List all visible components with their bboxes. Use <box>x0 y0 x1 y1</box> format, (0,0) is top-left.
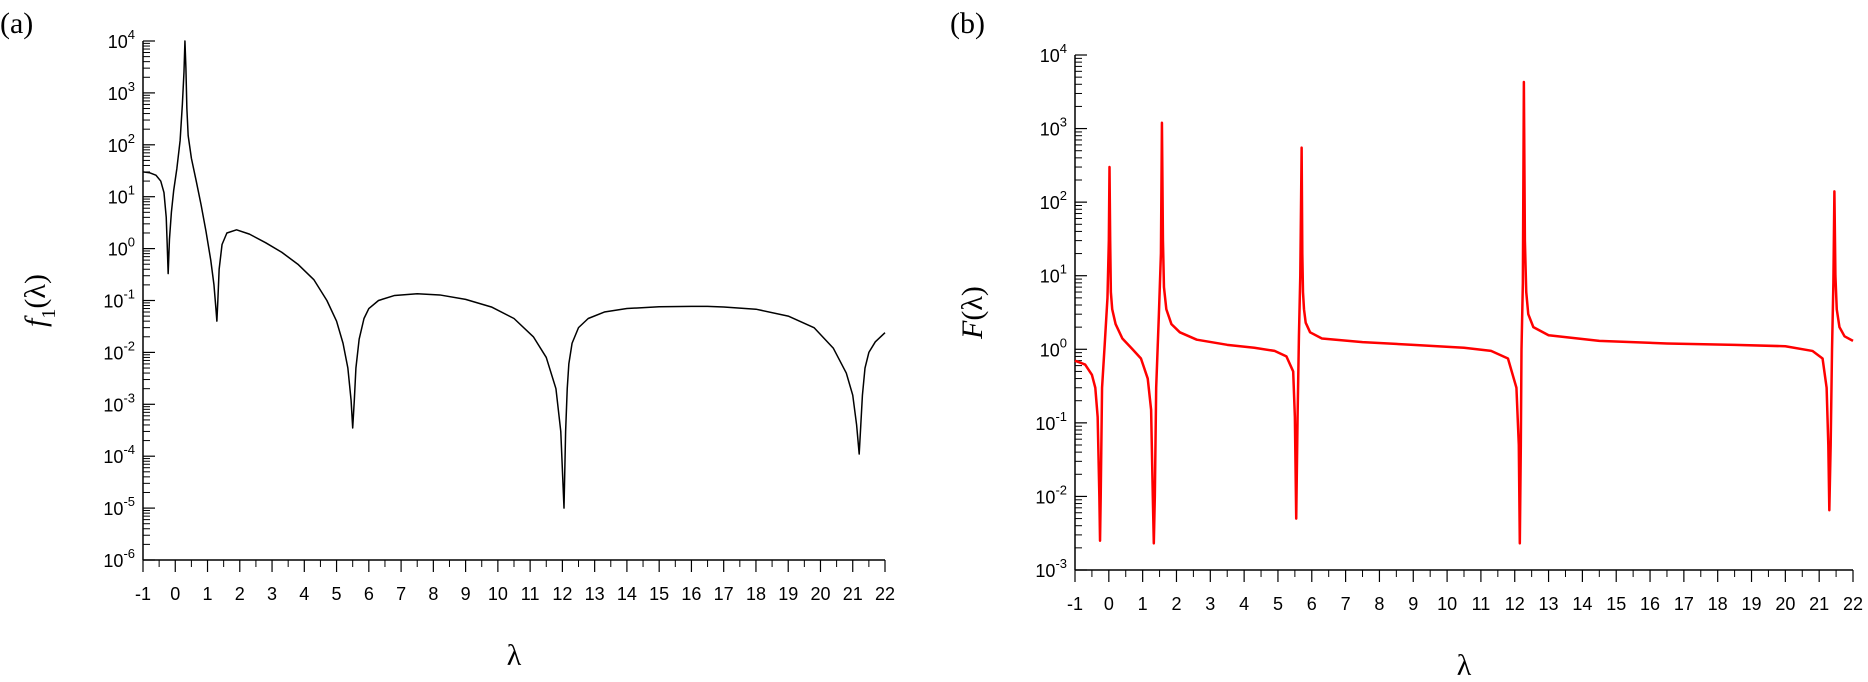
y-tick-label: 10-5 <box>103 494 135 519</box>
y-tick-label: 10-1 <box>1035 409 1067 434</box>
x-tick-label: 6 <box>364 584 374 604</box>
x-tick-label: 20 <box>1775 594 1795 614</box>
x-tick-label: 4 <box>299 584 309 604</box>
x-tick-label: 7 <box>396 584 406 604</box>
y-tick-label: 10-6 <box>103 546 135 571</box>
x-tick-label: 18 <box>746 584 766 604</box>
x-tick-label: 14 <box>617 584 637 604</box>
x-tick-label: 22 <box>875 584 895 604</box>
x-tick-label: 5 <box>1273 594 1283 614</box>
x-tick-label: 17 <box>714 584 734 604</box>
x-tick-label: 15 <box>649 584 669 604</box>
y-tick-label: 104 <box>1040 41 1067 66</box>
y-tick-label: 103 <box>1040 115 1067 140</box>
x-tick-label: 14 <box>1572 594 1592 614</box>
x-tick-label: 19 <box>1742 594 1762 614</box>
x-tick-label: 16 <box>1640 594 1660 614</box>
x-tick-label: 11 <box>1472 594 1491 614</box>
x-tick-label: 9 <box>461 584 471 604</box>
y-tick-label: 100 <box>108 235 135 260</box>
y-axis-title: f1(λ) <box>19 274 60 327</box>
x-tick-label: 10 <box>1437 594 1457 614</box>
x-tick-label: 21 <box>1809 594 1829 614</box>
y-axis-title: F(λ) <box>956 286 989 340</box>
x-tick-label: 3 <box>267 584 277 604</box>
x-tick-label: 15 <box>1606 594 1626 614</box>
panel-label: (b) <box>950 7 985 40</box>
x-tick-label: 4 <box>1239 594 1249 614</box>
x-tick-label: 16 <box>681 584 701 604</box>
x-tick-label: 13 <box>1539 594 1559 614</box>
x-tick-label: 3 <box>1205 594 1215 614</box>
x-tick-label: 1 <box>1138 594 1148 614</box>
series-line-F <box>1074 80 1854 545</box>
y-tick-label: 102 <box>108 131 135 156</box>
y-tick-label: 10-2 <box>1035 482 1067 507</box>
x-tick-label: 0 <box>1104 594 1114 614</box>
y-tick-label: 10-3 <box>1035 556 1067 581</box>
x-tick-label: -1 <box>1067 594 1083 614</box>
y-tick-label: 103 <box>108 79 135 104</box>
x-tick-label: 10 <box>488 584 508 604</box>
x-tick-label: 2 <box>235 584 245 604</box>
y-tick-label: 10-2 <box>103 338 135 363</box>
y-tick-label: 10-4 <box>103 442 135 467</box>
chart-panel-a: (a)10-610-510-410-310-210-11001011021031… <box>0 7 895 672</box>
x-tick-label: 11 <box>521 584 540 604</box>
x-tick-label: 12 <box>1505 594 1525 614</box>
x-axis-title: λ <box>1457 649 1472 682</box>
x-tick-label: 2 <box>1171 594 1181 614</box>
x-tick-label: -1 <box>135 584 151 604</box>
y-tick-label: 104 <box>108 27 135 52</box>
x-tick-label: 5 <box>332 584 342 604</box>
y-tick-label: 10-1 <box>103 287 135 312</box>
x-tick-label: 8 <box>1374 594 1384 614</box>
x-tick-label: 1 <box>203 584 213 604</box>
x-tick-label: 13 <box>585 584 605 604</box>
x-tick-label: 19 <box>778 584 798 604</box>
x-tick-label: 17 <box>1674 594 1694 614</box>
panel-label: (a) <box>0 7 33 40</box>
x-axis-title: λ <box>507 639 522 672</box>
y-tick-label: 102 <box>1040 188 1067 213</box>
x-tick-label: 7 <box>1341 594 1351 614</box>
x-tick-label: 8 <box>428 584 438 604</box>
x-tick-label: 9 <box>1408 594 1418 614</box>
x-tick-label: 18 <box>1708 594 1728 614</box>
y-tick-label: 10-3 <box>103 390 135 415</box>
y-tick-label: 100 <box>1040 335 1067 360</box>
x-tick-label: 0 <box>170 584 180 604</box>
x-tick-label: 12 <box>552 584 572 604</box>
y-tick-label: 101 <box>1040 262 1067 287</box>
x-tick-label: 22 <box>1843 594 1863 614</box>
x-tick-label: 6 <box>1307 594 1317 614</box>
y-tick-label: 101 <box>108 183 135 208</box>
x-tick-label: 20 <box>810 584 830 604</box>
series-line-f1 <box>142 40 886 509</box>
x-tick-label: 21 <box>843 584 863 604</box>
